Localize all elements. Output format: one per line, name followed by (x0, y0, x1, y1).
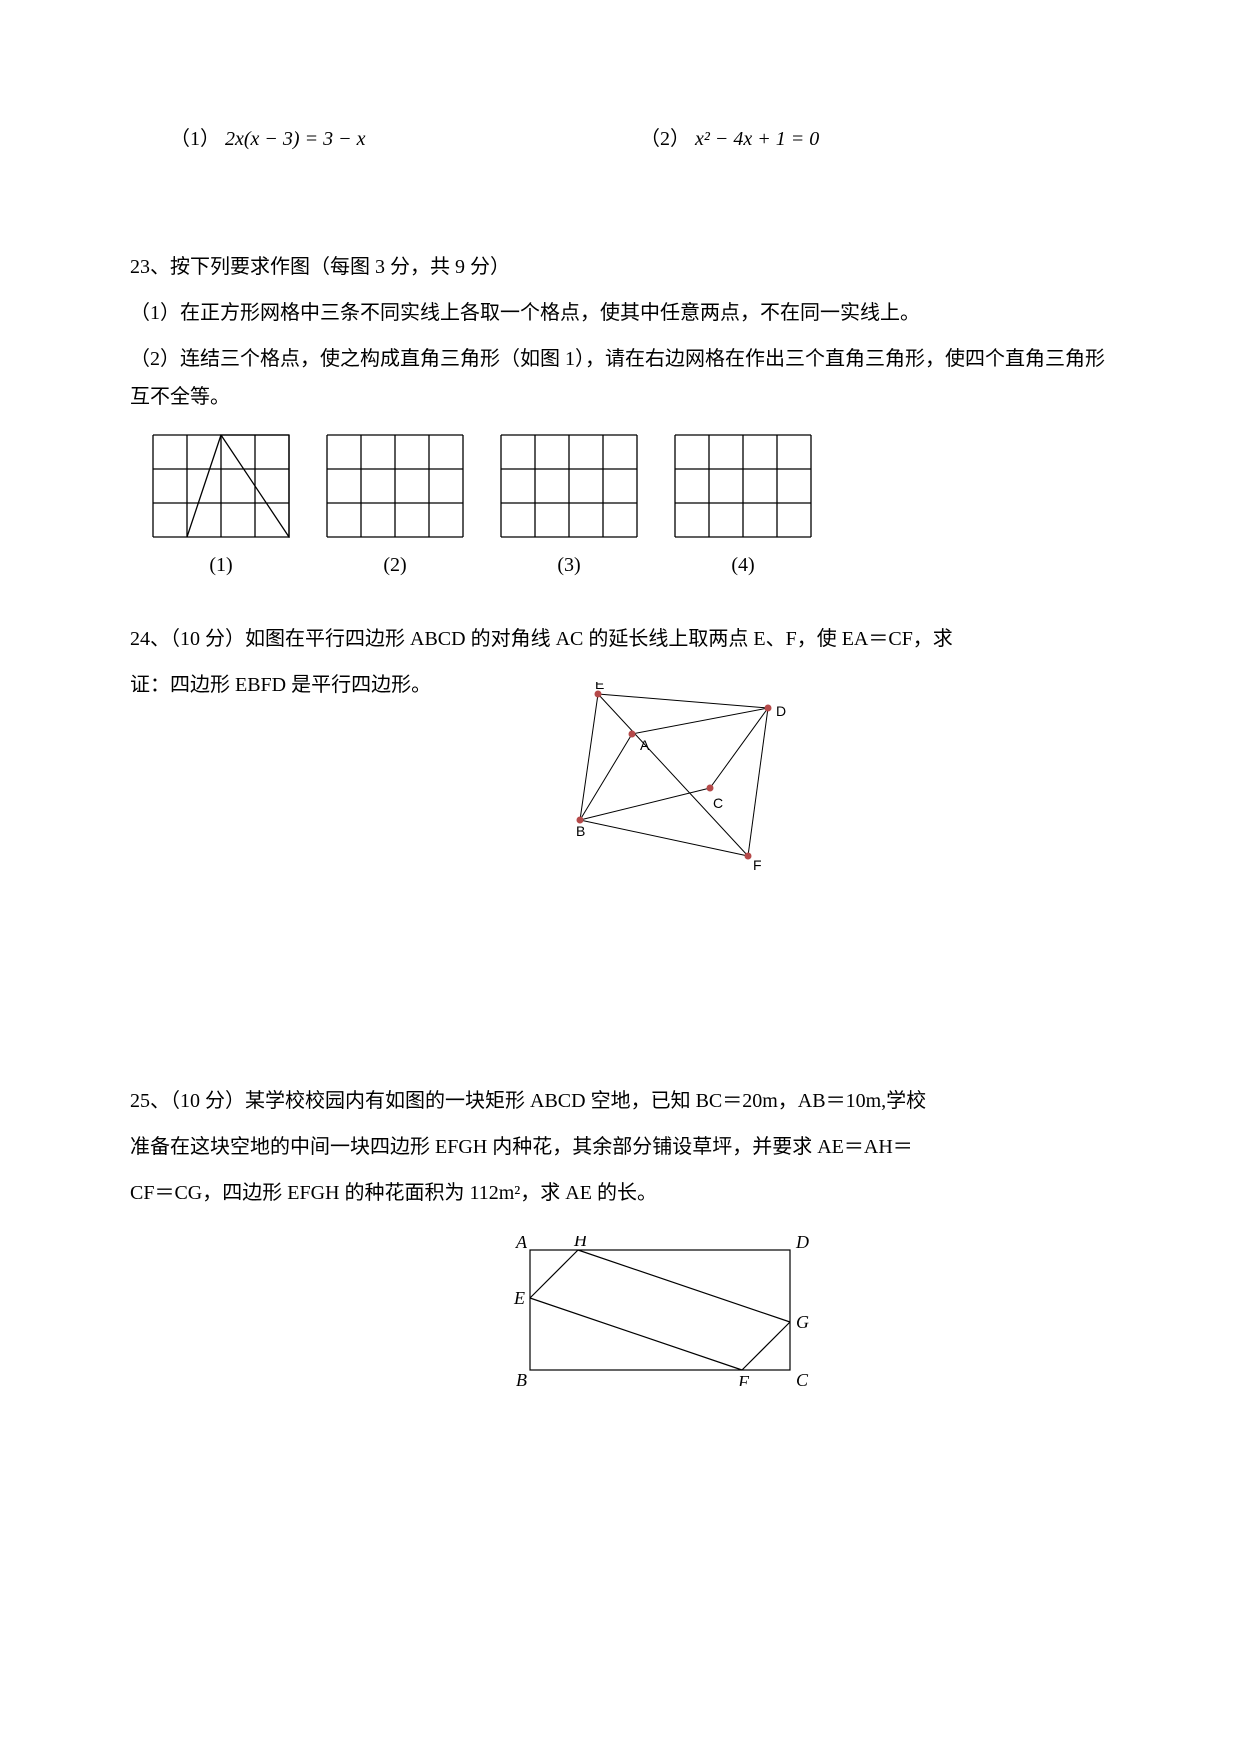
eq1-body: 2x(x − 3) = 3 − x (225, 128, 365, 150)
grid-1: (1) (152, 434, 290, 584)
grid-label-2: (2) (326, 546, 464, 584)
svg-text:A: A (515, 1236, 528, 1252)
grid-svg-4 (674, 434, 812, 538)
q23-header: 23、按下列要求作图（每图 3 分，共 9 分） (130, 248, 1110, 286)
svg-text:B: B (516, 1370, 527, 1386)
svg-text:H: H (573, 1236, 588, 1250)
q23-line2: （2）连结三个格点，使之构成直角三角形（如图 1），请在右边网格在作出三个直角三… (130, 340, 1110, 416)
q23-line1: （1）在正方形网格中三条不同实线上各取一个格点，使其中任意两点，不在同一实线上。 (130, 294, 1110, 332)
exam-page: （1） 2x(x − 3) = 3 − x （2） x² − 4x + 1 = … (0, 0, 1240, 1446)
svg-text:D: D (795, 1236, 809, 1252)
grid-4: (4) (674, 434, 812, 584)
eq2-body: x² − 4x + 1 = 0 (695, 128, 819, 150)
grid-label-3: (3) (500, 546, 638, 584)
q25-line3: CF＝CG，四边形 EFGH 的种花面积为 112m²，求 AE 的长。 (130, 1174, 1110, 1212)
svg-text:B: B (576, 823, 585, 839)
svg-text:D: D (776, 703, 786, 719)
q22-eq1: （1） 2x(x − 3) = 3 − x (170, 120, 640, 158)
grid-svg-2 (326, 434, 464, 538)
q24-block: 24、（10 分）如图在平行四边形 ABCD 的对角线 AC 的延长线上取两点 … (130, 620, 1110, 872)
svg-text:A: A (640, 737, 650, 753)
q24-figure: E A D C B F (550, 682, 810, 872)
q25-line1: 25、（10 分）某学校校园内有如图的一块矩形 ABCD 空地，已知 BC＝20… (130, 1082, 1110, 1120)
q25-line2: 准备在这块空地的中间一块四边形 EFGH 内种花，其余部分铺设草坪，并要求 AE… (130, 1128, 1110, 1166)
grid-svg-3 (500, 434, 638, 538)
svg-text:C: C (796, 1370, 809, 1386)
q22-equations: （1） 2x(x − 3) = 3 − x （2） x² − 4x + 1 = … (170, 120, 1110, 158)
svg-text:E: E (513, 1288, 525, 1308)
q25-figure: A D B C H E G F (510, 1236, 810, 1386)
q25-block: 25、（10 分）某学校校园内有如图的一块矩形 ABCD 空地，已知 BC＝20… (130, 1082, 1110, 1386)
grid-svg-1 (152, 434, 290, 538)
eq2-prefix: （2） (640, 128, 690, 150)
svg-text:E: E (595, 682, 604, 692)
svg-text:F: F (753, 857, 762, 872)
grid-3: (3) (500, 434, 638, 584)
grid-label-1: (1) (152, 546, 290, 584)
svg-text:F: F (737, 1372, 750, 1386)
q22-eq2: （2） x² − 4x + 1 = 0 (640, 120, 819, 158)
svg-text:G: G (796, 1312, 809, 1332)
grid-2: (2) (326, 434, 464, 584)
svg-text:C: C (713, 795, 723, 811)
grid-label-4: (4) (674, 546, 812, 584)
eq1-prefix: （1） (170, 128, 220, 150)
q23-grids: (1) (2) (3) (4) (152, 434, 1110, 584)
q24-text-a: 24、（10 分）如图在平行四边形 ABCD 的对角线 AC 的延长线上取两点 … (130, 620, 1110, 658)
